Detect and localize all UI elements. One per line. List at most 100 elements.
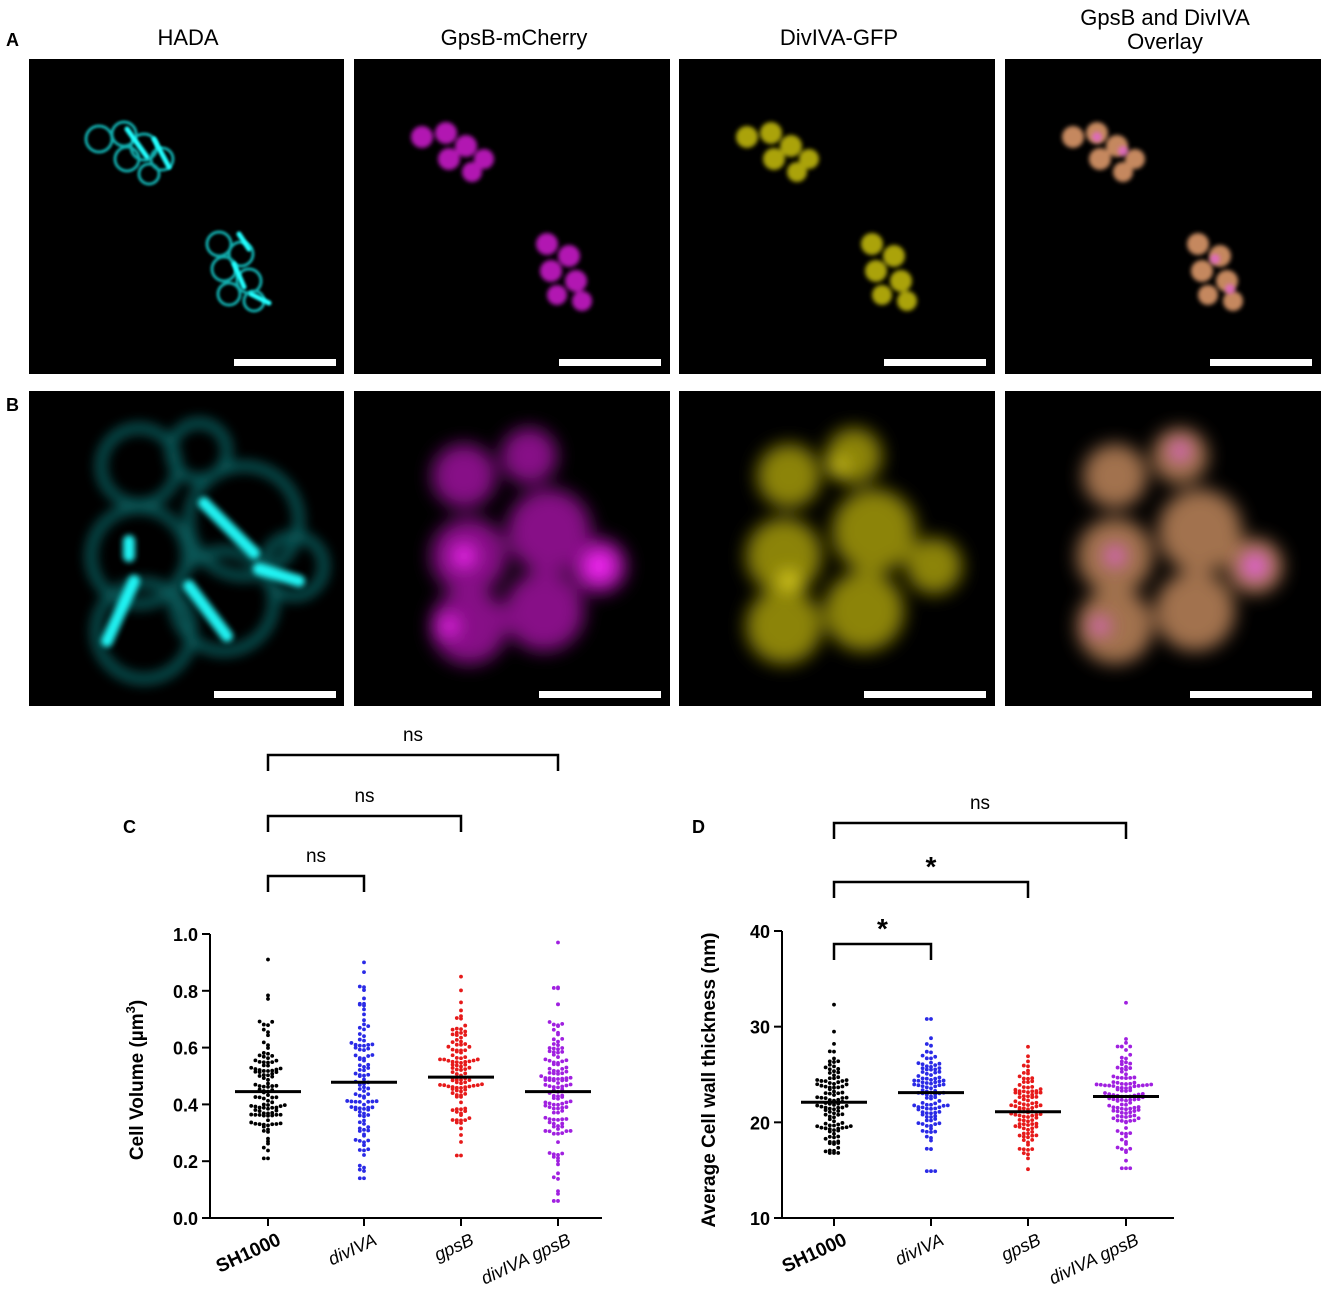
data-point [1124, 1072, 1128, 1077]
data-point [1034, 1104, 1039, 1109]
data-point [1132, 1097, 1137, 1102]
data-point [1021, 1094, 1026, 1099]
data-point [815, 1078, 820, 1082]
x-tick-label: SH1000 [779, 1229, 850, 1277]
data-point [832, 1093, 836, 1097]
data-point [547, 1066, 552, 1071]
data-point [840, 1084, 845, 1089]
data-point [1136, 1105, 1141, 1109]
panel-d-letter: D [692, 817, 705, 837]
data-point [266, 1043, 270, 1048]
data-point [556, 1191, 560, 1196]
data-point [1094, 1082, 1099, 1087]
data-point [454, 1107, 459, 1112]
data-point [933, 1054, 938, 1059]
data-point [459, 1100, 463, 1105]
data-point [1013, 1099, 1018, 1104]
data-point [547, 1151, 552, 1155]
data-point [937, 1083, 942, 1088]
data-point [249, 1104, 254, 1108]
data-point [450, 1040, 455, 1045]
data-point [362, 1094, 366, 1099]
data-point [933, 1076, 938, 1081]
data-point [450, 1059, 455, 1064]
data-point [357, 1126, 362, 1131]
data-point [1115, 1080, 1120, 1085]
data-point [270, 1105, 275, 1110]
data-point [1132, 1105, 1137, 1110]
data-point [1030, 1079, 1035, 1084]
data-point [353, 1045, 358, 1050]
data-point [840, 1090, 845, 1095]
data-point [929, 1060, 933, 1065]
data-point [450, 1108, 455, 1113]
data-point [261, 1122, 266, 1127]
data-point [551, 1175, 556, 1180]
data-point [929, 1102, 933, 1107]
data-point [844, 1125, 849, 1130]
micrograph-a-divivagfp [679, 59, 995, 374]
data-point [261, 1069, 266, 1073]
data-point [1132, 1075, 1137, 1080]
data-point [1021, 1147, 1026, 1152]
data-point [257, 1074, 262, 1078]
data-point [362, 1018, 366, 1023]
data-point [1140, 1083, 1145, 1088]
scale-bar [1190, 691, 1312, 698]
data-point [1026, 1167, 1030, 1172]
data-point [253, 1095, 258, 1099]
data-point [547, 1071, 552, 1075]
data-point [257, 1109, 262, 1113]
data-point [556, 1069, 560, 1074]
data-point [827, 1071, 832, 1075]
data-point [1026, 1085, 1030, 1090]
data-point [454, 1030, 459, 1035]
data-point [1038, 1103, 1043, 1108]
data-point [564, 1129, 569, 1134]
data-point [823, 1091, 828, 1096]
data-point [362, 1118, 366, 1123]
data-point [362, 1012, 366, 1017]
data-point [556, 1039, 560, 1044]
chart-cell-wall-thickness: D Average Cell wall thickness (nm) 10 20 3… [692, 793, 1174, 1288]
data-point [362, 1073, 366, 1078]
panel-a-letter: A [6, 30, 19, 50]
data-point [467, 1078, 472, 1083]
data-point [1026, 1135, 1030, 1140]
data-point [945, 1103, 950, 1108]
data-point [560, 1049, 565, 1054]
data-point [832, 1002, 836, 1007]
data-point [366, 1138, 371, 1143]
data-point [459, 1133, 463, 1137]
data-point [836, 1134, 841, 1139]
data-point [937, 1121, 942, 1126]
data-point [924, 1071, 929, 1076]
data-point [1013, 1112, 1018, 1117]
data-point [815, 1124, 820, 1129]
data-point [357, 1001, 362, 1006]
data-point [912, 1078, 917, 1083]
data-point [1119, 1044, 1124, 1049]
data-point [1111, 1084, 1116, 1088]
micrograph-a-overlay-image [1062, 122, 1243, 311]
x-tick-label: divIVA [325, 1229, 380, 1269]
data-point [1038, 1090, 1043, 1095]
data-point [1017, 1117, 1022, 1122]
data-point [556, 1131, 560, 1136]
data-point [844, 1078, 849, 1083]
data-point [261, 1105, 266, 1110]
data-point [924, 1076, 929, 1081]
scale-bar [214, 691, 336, 698]
data-point [1119, 1088, 1124, 1093]
data-point [266, 1081, 270, 1086]
data-point [836, 1122, 841, 1127]
data-point [1021, 1131, 1026, 1136]
data-point [929, 1064, 933, 1069]
data-point [1124, 1148, 1128, 1153]
data-point [274, 1095, 279, 1100]
data-point [827, 1134, 832, 1139]
data-point [446, 1084, 451, 1089]
data-point [836, 1080, 841, 1085]
data-point [1111, 1074, 1116, 1079]
data-point [937, 1099, 942, 1103]
